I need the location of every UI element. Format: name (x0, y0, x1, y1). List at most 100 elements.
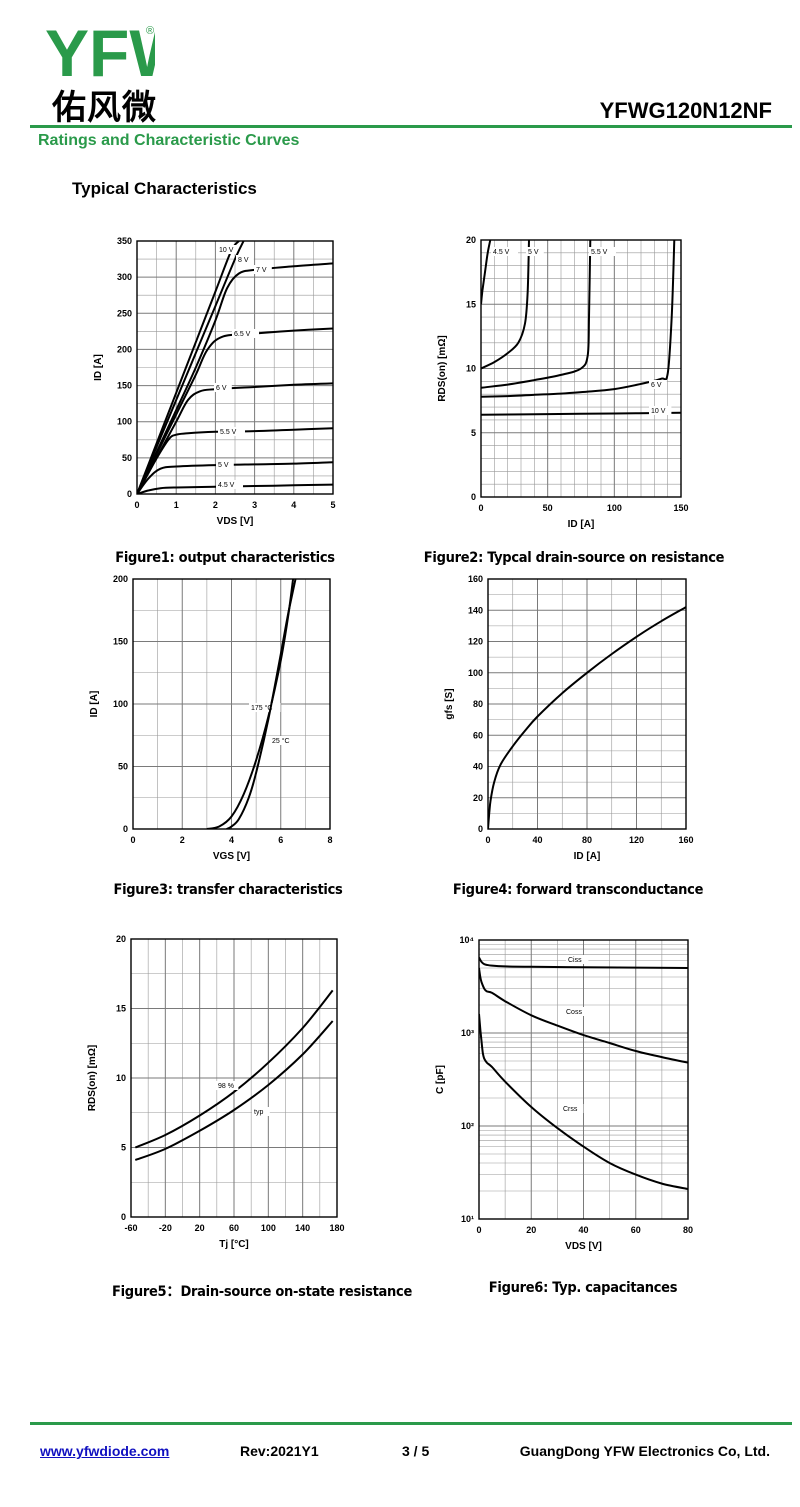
chart-2-group: 0 50 100 150 0 5 10 15 20 ID [A] RDS(on) [mΩ] 4.5 V… (437, 235, 689, 530)
x-axis-label: ID [A] (574, 851, 601, 862)
x-tick-label: 100 (261, 1223, 276, 1233)
series-label-crss: Crss (563, 1106, 578, 1113)
series-label-6-v: 6 V (651, 382, 662, 389)
company-logo: YFW ® (45, 22, 155, 84)
chart-3-major-grid (132, 578, 331, 830)
figure6-caption: Figure6: Typ. capacitances (488, 1280, 678, 1296)
x-tick-label: 120 (629, 835, 644, 845)
x-tick-label: 8 (327, 835, 332, 845)
series-label-bg (254, 265, 272, 274)
y-tick-label: 20 (116, 934, 126, 944)
y-tick-label: 5 (471, 428, 476, 438)
y-tick-label: 150 (117, 381, 132, 391)
series-label-6-v: 6 V (216, 385, 227, 392)
x-tick-label: 180 (329, 1223, 344, 1233)
series-label-bg (270, 736, 297, 745)
y-tick-label: 120 (468, 637, 483, 647)
y-tick-label: 0 (471, 492, 476, 502)
footer-divider (30, 1422, 792, 1425)
logo-chinese-name: 佑风微 (52, 88, 157, 128)
x-tick-label: 0 (478, 503, 483, 513)
x-tick-label: 5 (330, 500, 335, 510)
y-tick-label: 10⁴ (460, 935, 474, 945)
series-label-10-v: 10 V (651, 408, 666, 415)
x-tick-label: 20 (526, 1225, 536, 1235)
y-tick-label: 80 (473, 699, 483, 709)
series-label-bg (252, 1107, 270, 1116)
x-tick-label: 150 (673, 503, 688, 513)
series-label-7-v: 7 V (256, 267, 267, 274)
y-tick-label: 160 (468, 574, 483, 584)
x-tick-label: 4 (229, 835, 234, 845)
chart-6-group: 0 20 40 60 80 10¹ 10² 10³ 10⁴ VDS [V] C [pF] Ciss Co… (435, 935, 693, 1252)
series-label-coss: Coss (566, 1009, 582, 1016)
x-tick-label: 2 (213, 500, 218, 510)
x-axis-label: VGS [V] (213, 851, 250, 862)
series-label-bg (561, 1104, 584, 1113)
x-tick-label: 6 (278, 835, 283, 845)
y-tick-label: 10¹ (461, 1214, 474, 1224)
series-label-bg (566, 955, 589, 964)
chart-3-group: 0 2 4 6 8 0 50 100 150 200 VGS [V] ID [A] 175 °C 25 °… (89, 574, 333, 862)
x-tick-label: 0 (485, 835, 490, 845)
header-divider (30, 125, 792, 128)
x-tick-label: 2 (180, 835, 185, 845)
series-label-bg (216, 460, 234, 469)
series-line-5-v (137, 461, 333, 494)
x-tick-label: 140 (295, 1223, 310, 1233)
figure3-caption: Figure3: transfer characteristics (113, 882, 343, 898)
x-tick-label: 0 (134, 500, 139, 510)
registered-mark: ® (146, 25, 154, 37)
website-link[interactable]: www.yfwdiode.com (40, 1443, 170, 1459)
series-label-5-5-v: 5.5 V (591, 249, 608, 256)
part-number: YFWG120N12NF (599, 98, 772, 123)
series-line-typ (134, 1020, 334, 1161)
x-axis-label: VDS [V] (217, 516, 254, 527)
x-tick-label: 50 (543, 503, 553, 513)
series-label-5-v: 5 V (528, 249, 539, 256)
series-label-bg (564, 1007, 587, 1016)
series-label-bg (526, 247, 544, 256)
y-axis-label: ID [A] (89, 691, 100, 718)
chart-1-grid (137, 241, 333, 494)
series-line-5-5-v (481, 240, 592, 389)
series-label-bg (249, 703, 281, 712)
series-label-25-c: 25 °C (272, 737, 290, 745)
figure1-caption: Figure1: output characteristics (115, 550, 335, 566)
chart-5-group: -60 -20 20 60 100 140 180 0 5 10 15 20 Tj [°C] RDS(on… (87, 934, 345, 1250)
x-tick-label: -60 (124, 1223, 137, 1233)
series-label-4-5-v: 4.5 V (493, 249, 510, 256)
x-tick-label: 60 (229, 1223, 239, 1233)
chart-2-grid (481, 240, 681, 497)
series-label-bg (214, 383, 232, 392)
y-tick-label: 0 (127, 489, 132, 499)
x-axis-label: ID [A] (568, 519, 595, 530)
y-tick-label: 200 (117, 344, 132, 354)
series-line-98 (134, 989, 334, 1149)
page-number: 3 / 5 (402, 1443, 430, 1459)
x-tick-label: 1 (174, 500, 179, 510)
y-tick-label: 10 (466, 364, 476, 374)
chart-4-frame (487, 578, 687, 830)
y-tick-label: 350 (117, 236, 132, 246)
y-tick-label: 50 (122, 453, 132, 463)
series-label-4-5-v: 4.5 V (218, 482, 235, 489)
y-tick-label: 20 (466, 235, 476, 245)
series-line-5-v (481, 240, 530, 370)
series-label-6-5-v: 6.5 V (234, 331, 251, 338)
series-label-5-5-v: 5.5 V (220, 429, 237, 436)
chart-4-group: 0 40 80 120 160 0 20 40 60 80 100 120 140 160 ID [A] gf… (444, 574, 694, 862)
series-line-5-5-v (137, 427, 333, 494)
series-label-bg (491, 247, 518, 256)
x-tick-label: 60 (631, 1225, 641, 1235)
chart-6-major-grid (478, 939, 689, 1220)
series-line-coss (479, 967, 688, 1064)
x-tick-label: 0 (476, 1225, 481, 1235)
series-line-crss (479, 1013, 688, 1190)
chart-5-major-grid (130, 938, 338, 1218)
series-line-gfs (488, 606, 686, 829)
y-tick-label: 100 (468, 668, 483, 678)
revision-label: Rev:2021Y1 (240, 1443, 319, 1459)
y-tick-label: 40 (473, 762, 483, 772)
